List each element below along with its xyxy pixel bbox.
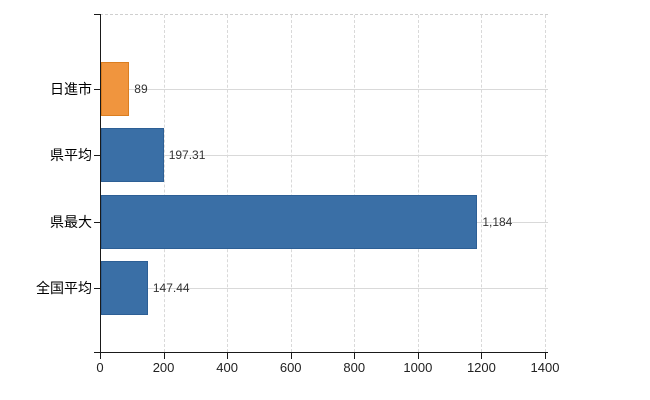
y-tick (94, 222, 100, 223)
x-tick (545, 353, 546, 359)
x-tick-label: 200 (152, 360, 175, 375)
x-tick (290, 353, 292, 359)
v-gridline (163, 15, 165, 352)
y-tick (94, 14, 100, 15)
x-tick (227, 353, 229, 359)
v-gridline (354, 15, 356, 352)
x-tick-label: 800 (343, 360, 366, 375)
plot-top-border (100, 14, 548, 15)
h-gridline (101, 288, 548, 289)
y-axis-line (100, 14, 101, 353)
x-axis-line (100, 352, 548, 353)
x-tick-label: 1000 (403, 360, 433, 375)
bar (101, 62, 129, 116)
v-gridline (227, 15, 229, 352)
h-gridline (101, 89, 548, 90)
y-tick (94, 89, 100, 90)
x-tick (100, 353, 101, 359)
x-tick (417, 353, 419, 359)
x-tick (481, 353, 483, 359)
category-label: 県平均 (50, 147, 92, 163)
bar-value-label: 89 (134, 82, 148, 96)
v-gridline (545, 15, 546, 352)
bar (101, 195, 477, 249)
x-tick (354, 353, 356, 359)
bar-value-label: 147.44 (152, 281, 190, 295)
x-tick (163, 353, 165, 359)
category-label: 全国平均 (36, 280, 92, 296)
bar-value-label: 197.31 (168, 148, 206, 162)
bar (101, 128, 164, 182)
x-tick-label: 1200 (466, 360, 496, 375)
bar-value-label: 1,184 (482, 215, 513, 229)
category-label: 日進市 (50, 81, 92, 97)
x-tick-label: 600 (279, 360, 302, 375)
h-gridline (101, 155, 548, 156)
v-gridline (290, 15, 292, 352)
bar (101, 261, 148, 315)
x-tick-label: 400 (216, 360, 238, 375)
x-tick-label: 0 (96, 360, 104, 375)
y-tick (94, 352, 100, 353)
category-label: 県最大 (50, 214, 92, 230)
v-gridline (417, 15, 419, 352)
y-tick (94, 155, 100, 156)
v-gridline (481, 15, 483, 352)
y-tick (94, 288, 100, 289)
x-tick-label: 1400 (530, 360, 560, 375)
